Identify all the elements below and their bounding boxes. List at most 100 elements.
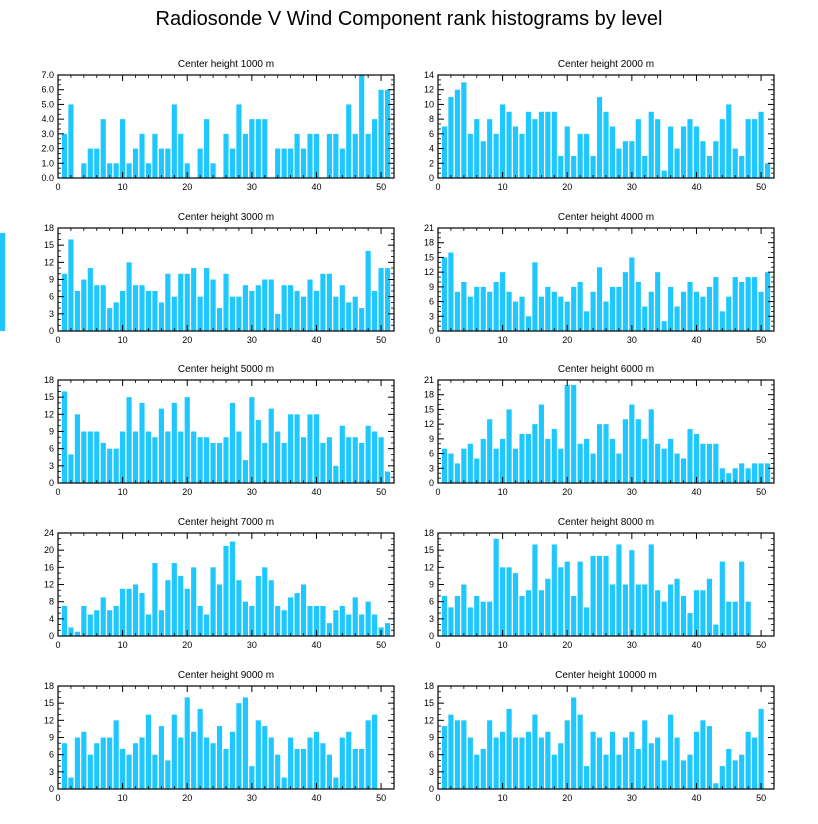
bar bbox=[145, 163, 152, 178]
bar bbox=[94, 743, 100, 789]
bar bbox=[384, 471, 391, 483]
bar bbox=[216, 584, 223, 636]
bar bbox=[346, 437, 352, 483]
bar bbox=[474, 119, 480, 178]
x-tick-label: 0 bbox=[55, 335, 60, 345]
bar bbox=[132, 285, 139, 331]
bar bbox=[674, 578, 680, 636]
bar bbox=[378, 437, 384, 483]
bar bbox=[506, 567, 512, 636]
y-tick-label: 15 bbox=[424, 698, 434, 708]
x-tick-label: 30 bbox=[247, 335, 257, 345]
bar bbox=[519, 433, 525, 483]
bar bbox=[255, 119, 261, 178]
bar bbox=[693, 731, 700, 789]
y-tick-label: 15 bbox=[44, 698, 54, 708]
bar bbox=[384, 89, 391, 178]
bar bbox=[680, 595, 687, 636]
bar bbox=[145, 290, 152, 331]
bar bbox=[113, 605, 119, 636]
bar bbox=[564, 301, 570, 331]
y-tick-label: 14 bbox=[424, 70, 434, 80]
bar bbox=[107, 737, 113, 789]
bar bbox=[281, 442, 287, 483]
x-tick-label: 30 bbox=[627, 335, 637, 345]
bar bbox=[268, 580, 274, 636]
bar bbox=[629, 257, 635, 331]
bar bbox=[467, 443, 473, 483]
bar bbox=[81, 731, 87, 789]
bar bbox=[467, 737, 473, 789]
bar bbox=[700, 720, 706, 789]
bar bbox=[300, 437, 307, 483]
bar bbox=[249, 605, 255, 636]
bar bbox=[120, 119, 126, 178]
bar bbox=[590, 453, 596, 483]
y-tick-label: 3 bbox=[429, 614, 434, 624]
bar bbox=[577, 443, 583, 483]
y-tick-label: 0 bbox=[429, 478, 434, 488]
bar bbox=[87, 148, 93, 178]
y-tick-label: 6 bbox=[49, 292, 54, 302]
bar bbox=[506, 708, 512, 789]
bar bbox=[275, 431, 281, 483]
y-tick-label: 6 bbox=[429, 449, 434, 459]
bar bbox=[584, 311, 590, 331]
bar bbox=[113, 720, 119, 789]
y-tick-label: 9 bbox=[429, 580, 434, 590]
bar bbox=[752, 119, 758, 178]
bar bbox=[236, 580, 242, 636]
bar bbox=[346, 614, 352, 636]
bar bbox=[519, 737, 525, 789]
bar bbox=[288, 414, 294, 483]
x-tick-label: 10 bbox=[498, 487, 508, 497]
figure-title: Radiosonde V Wind Component rank histogr… bbox=[155, 8, 663, 30]
bar bbox=[242, 133, 248, 178]
bar bbox=[158, 408, 164, 483]
bar bbox=[538, 111, 544, 178]
bar bbox=[365, 601, 371, 636]
y-tick-label: 12 bbox=[44, 715, 54, 725]
bar bbox=[242, 601, 248, 636]
bar bbox=[635, 119, 641, 178]
y-tick-label: 3 bbox=[429, 767, 434, 777]
bar bbox=[372, 714, 378, 789]
bar bbox=[713, 624, 719, 636]
x-tick-label: 30 bbox=[627, 487, 637, 497]
bar bbox=[693, 126, 700, 178]
bar bbox=[210, 163, 216, 178]
bar bbox=[739, 561, 745, 636]
bar bbox=[454, 291, 460, 331]
bar bbox=[210, 279, 216, 331]
bar bbox=[87, 614, 93, 636]
bar bbox=[622, 272, 628, 331]
y-tick-label: 12 bbox=[424, 267, 434, 277]
y-tick-label: 6 bbox=[49, 750, 54, 760]
bar bbox=[564, 561, 570, 636]
bar bbox=[584, 766, 590, 789]
bar bbox=[346, 731, 352, 789]
y-tick-label: 12 bbox=[44, 257, 54, 267]
bar bbox=[441, 595, 448, 636]
y-tick-label: 6 bbox=[429, 129, 434, 139]
bar bbox=[262, 442, 268, 483]
bar bbox=[461, 448, 467, 483]
bar bbox=[713, 443, 719, 483]
bar bbox=[61, 273, 68, 331]
x-tick-label: 40 bbox=[691, 487, 701, 497]
bar bbox=[120, 290, 126, 331]
bar bbox=[178, 273, 184, 331]
bar bbox=[313, 290, 320, 331]
bar bbox=[719, 119, 725, 178]
bar bbox=[545, 111, 551, 178]
bar bbox=[480, 438, 486, 483]
bar bbox=[94, 285, 100, 331]
bar bbox=[525, 590, 532, 636]
bar bbox=[596, 737, 603, 789]
bar bbox=[100, 597, 106, 637]
bar bbox=[506, 291, 512, 331]
bar bbox=[564, 720, 570, 789]
bar bbox=[74, 290, 80, 331]
bar bbox=[525, 316, 532, 331]
bar bbox=[584, 438, 590, 483]
